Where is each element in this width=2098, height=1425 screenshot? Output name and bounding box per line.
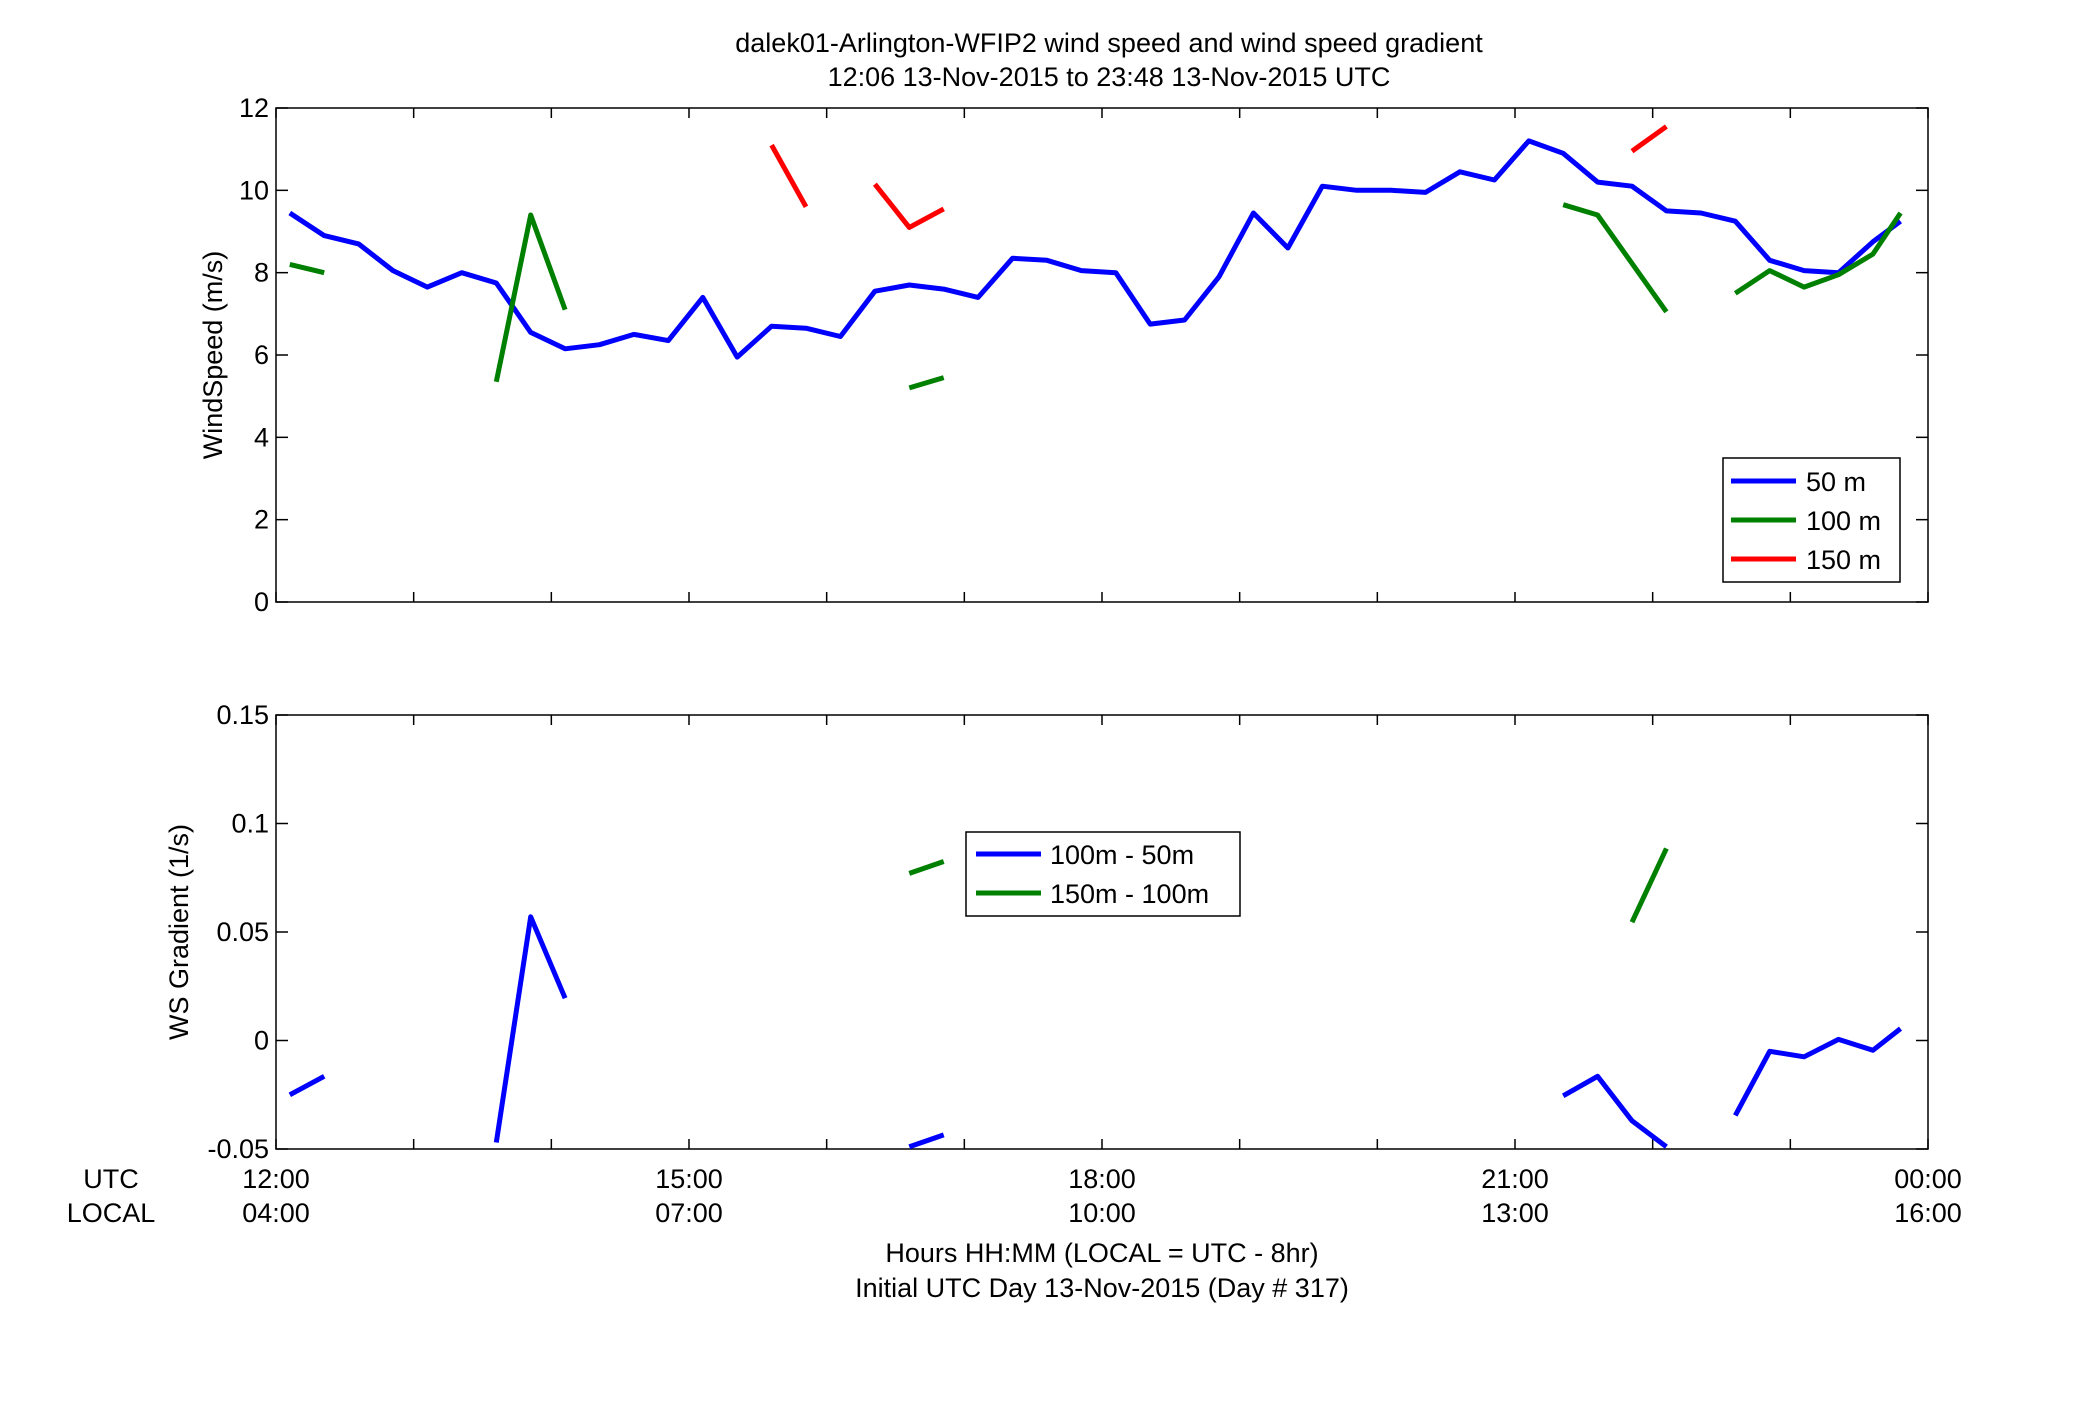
x-tick-label-local: 16:00 [1894, 1198, 1962, 1228]
chart-title-line1: dalek01-Arlington-WFIP2 wind speed and w… [735, 28, 1483, 58]
gradient-legend-box [965, 831, 1241, 917]
x-tick-label-utc: 12:00 [242, 1164, 310, 1194]
windspeed-series-100-m [1562, 202, 1669, 314]
windspeed-y-tick-label: 8 [254, 258, 269, 288]
windspeed-y-tick-label: 10 [239, 175, 269, 205]
gradient-series-150m-100m [1629, 847, 1669, 924]
windspeed-y-tick-label: 2 [254, 505, 269, 535]
windspeed-series-150-m [1630, 124, 1668, 154]
gradient-axes-box [275, 714, 1929, 1150]
legend-label-50m: 50 m [1806, 467, 1866, 497]
legend-label-100m-50m: 100m - 50m [1050, 840, 1194, 870]
windspeed-series-100-m [493, 212, 568, 383]
legend-label-100m: 100 m [1806, 506, 1881, 536]
x-tick-label-local: 07:00 [655, 1198, 723, 1228]
gradient-series-100m-50m [493, 914, 568, 1143]
x-axis-label-line2: Initial UTC Day 13-Nov-2015 (Day # 317) [855, 1273, 1349, 1303]
x-tick-label-utc: 00:00 [1894, 1164, 1962, 1194]
gradient-y-tick-label: 0.05 [216, 917, 269, 947]
x-axis-label-line1: Hours HH:MM (LOCAL = UTC - 8hr) [885, 1238, 1318, 1268]
windspeed-series-100-m [908, 375, 945, 391]
x-axis-labels: 12:00 15:00 18:00 21:00 00:00 04:00 07:00 10:00… [242, 1164, 1962, 1228]
legend-label-150m: 150 m [1806, 545, 1881, 575]
windspeed-y-tick-label: 6 [254, 340, 269, 370]
gradient-y-tick-label: 0.1 [231, 809, 269, 839]
windspeed-panel: 0 2 4 6 8 10 12 WindSpeed (m/s) 50 m 100 m 150… [198, 93, 1929, 617]
x-tick-label-utc: 15:00 [655, 1164, 723, 1194]
gradient-y-tick-label: 0 [254, 1026, 269, 1056]
gradient-series-100m-50m [908, 1132, 945, 1150]
gradient-y-tick-label: -0.05 [207, 1134, 269, 1164]
x-tick-label-utc: 18:00 [1068, 1164, 1136, 1194]
chart-title-line2: 12:06 13-Nov-2015 to 23:48 13-Nov-2015 U… [828, 62, 1391, 92]
windspeed-series-150-m [769, 143, 809, 209]
windspeed-y-tick-label: 12 [239, 93, 269, 123]
gradient-y-tick-label: 0.15 [216, 700, 269, 730]
gradient-series [288, 847, 1903, 1150]
x-tick-label-utc: 21:00 [1481, 1164, 1549, 1194]
gradient-legend: 100m - 50m 150m - 100m [965, 831, 1241, 917]
row-label-local: LOCAL [67, 1198, 156, 1228]
windspeed-legend: 50 m 100 m 150 m [1722, 457, 1901, 583]
windspeed-ticks: 0 2 4 6 8 10 12 [239, 93, 1929, 617]
windspeed-y-tick-label: 0 [254, 587, 269, 617]
x-tick-label-local: 04:00 [242, 1198, 310, 1228]
gradient-ylabel: WS Gradient (1/s) [164, 824, 194, 1040]
gradient-series-150m-100m [908, 859, 945, 876]
gradient-panel: -0.05 0 0.05 0.1 0.15 WS Gradient (1/s) 100m… [164, 700, 1929, 1164]
legend-label-150m-100m: 150m - 100m [1050, 879, 1209, 909]
gradient-series-100m-50m [1561, 1073, 1668, 1149]
x-tick-label-local: 10:00 [1068, 1198, 1136, 1228]
row-label-utc: UTC [83, 1164, 139, 1194]
windspeed-series-100-m [289, 261, 325, 276]
x-tick-label-local: 13:00 [1481, 1198, 1549, 1228]
gradient-ticks: -0.05 0 0.05 0.1 0.15 [207, 700, 1929, 1164]
windspeed-series [288, 124, 1903, 391]
windspeed-series-100-m [1733, 211, 1903, 296]
gradient-series-100m-50m [288, 1074, 326, 1098]
windspeed-series-150-m [872, 182, 945, 230]
gradient-series-100m-50m [1733, 1026, 1903, 1117]
windspeed-ylabel: WindSpeed (m/s) [198, 251, 228, 460]
windspeed-series-50-m [288, 138, 1902, 360]
windspeed-axes-box [275, 107, 1929, 603]
windspeed-y-tick-label: 4 [254, 422, 269, 452]
